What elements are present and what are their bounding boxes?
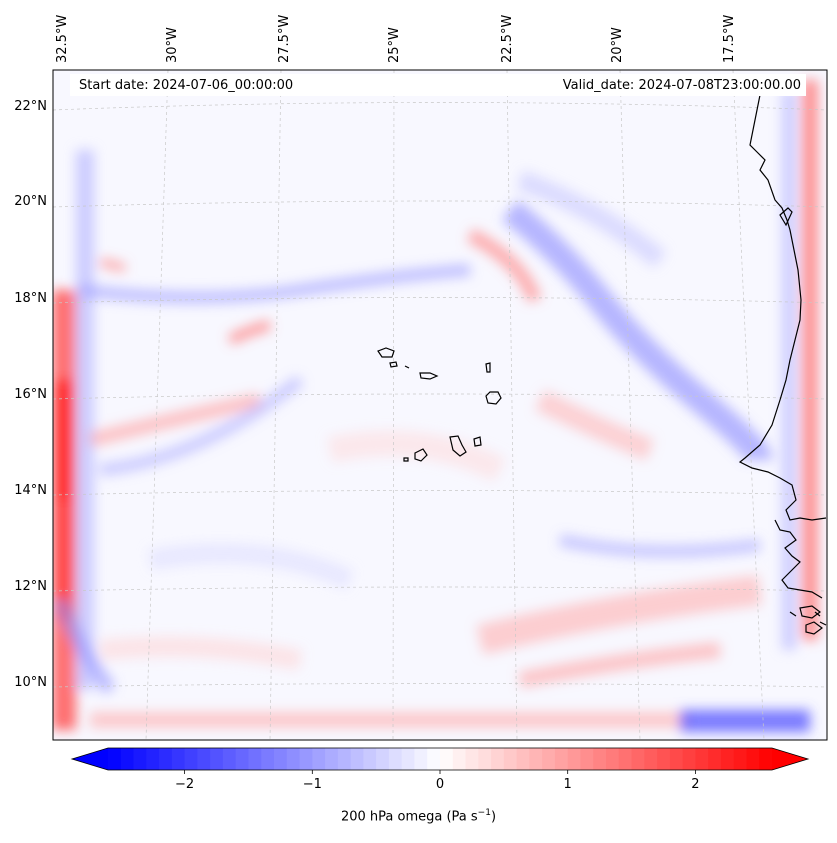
colorbar-segment bbox=[133, 748, 147, 770]
lat-label: 20°N bbox=[14, 194, 47, 209]
colorbar-segment bbox=[478, 748, 492, 770]
colorbar-tick-label: −2 bbox=[175, 777, 194, 792]
lon-label: 30°W bbox=[165, 27, 180, 63]
gridlines bbox=[53, 70, 827, 740]
lon-label: 27.5°W bbox=[277, 14, 292, 63]
colorbar-segment bbox=[631, 748, 645, 770]
colorbar-tick-label: 2 bbox=[691, 777, 699, 792]
lat-label: 22°N bbox=[14, 99, 47, 114]
colorbar-tick-label: 1 bbox=[564, 777, 572, 792]
lon-label: 32.5°W bbox=[55, 14, 70, 63]
colorbar-segment bbox=[682, 748, 696, 770]
colorbar-segment bbox=[299, 748, 313, 770]
colorbar-segment bbox=[452, 748, 467, 770]
colorbar-segment bbox=[644, 748, 658, 770]
colorbar-segment bbox=[401, 748, 416, 770]
colorbar-tick-label: −1 bbox=[303, 777, 322, 792]
colorbar-label-prefix: 200 hPa omega (Pa s bbox=[340, 809, 478, 825]
colorbar-segment bbox=[427, 748, 441, 770]
lat-label: 18°N bbox=[14, 291, 47, 306]
colorbar-segment bbox=[337, 748, 352, 770]
colorbar-outline bbox=[70, 747, 810, 771]
colorbar-segment bbox=[580, 748, 594, 770]
colorbar-segment bbox=[363, 748, 377, 770]
colorbar: −2 −1 0 1 2 bbox=[70, 747, 810, 792]
colorbar-segment bbox=[235, 748, 250, 770]
lat-label: 16°N bbox=[14, 387, 47, 402]
cape-verde-islands bbox=[377, 347, 502, 462]
africa-coastline bbox=[738, 94, 827, 635]
colorbar-segment bbox=[733, 748, 748, 770]
colorbar-segment bbox=[146, 748, 160, 770]
colorbar-segment bbox=[414, 748, 428, 770]
colorbar-segment bbox=[606, 748, 620, 770]
colorbar-segment bbox=[350, 748, 364, 770]
colorbar-segment bbox=[759, 748, 773, 770]
colorbar-segment bbox=[746, 748, 760, 770]
colorbar-label-exponent: −1 bbox=[477, 808, 491, 818]
colorbar-segment bbox=[503, 748, 518, 770]
lat-label: 14°N bbox=[14, 483, 47, 498]
lat-label: 10°N bbox=[14, 675, 47, 690]
colorbar-segment bbox=[171, 748, 186, 770]
colorbar-segment bbox=[222, 748, 237, 770]
colorbar-segment bbox=[695, 748, 709, 770]
colorbar-segment bbox=[618, 748, 633, 770]
colorbar-segment bbox=[491, 748, 505, 770]
colorbar-segment bbox=[286, 748, 301, 770]
lon-label: 20°W bbox=[610, 27, 625, 63]
colorbar-segment bbox=[440, 748, 454, 770]
colorbar-segment bbox=[312, 748, 326, 770]
colorbar-segment bbox=[516, 748, 530, 770]
lon-label: 22.5°W bbox=[500, 14, 515, 63]
colorbar-segment bbox=[542, 748, 556, 770]
valid-date-label: Valid_date: 2024-07-08T23:00:00.00 bbox=[562, 78, 801, 93]
colorbar-segment bbox=[465, 748, 479, 770]
colorbar-segment bbox=[657, 748, 671, 770]
colorbar-segment bbox=[669, 748, 684, 770]
colorbar-segment bbox=[376, 748, 390, 770]
colorbar-segment bbox=[529, 748, 543, 770]
colorbar-min-extend bbox=[72, 748, 108, 770]
colorbar-label-suffix: ) bbox=[490, 809, 497, 825]
omega-field bbox=[53, 70, 827, 740]
colorbar-segment bbox=[274, 748, 288, 770]
start-date-label: Start date: 2024-07-06_00:00:00 bbox=[79, 78, 294, 93]
colorbar-segment bbox=[720, 748, 735, 770]
colorbar-segment bbox=[197, 748, 211, 770]
colorbar-tick-label: 0 bbox=[436, 777, 444, 792]
colorbar-segment bbox=[159, 748, 173, 770]
colorbar-segment bbox=[108, 748, 122, 770]
colorbar-segment bbox=[184, 748, 198, 770]
colorbar-segment bbox=[708, 748, 722, 770]
date-strip bbox=[70, 74, 806, 96]
colorbar-label: 200 hPa omega (Pa s−1) bbox=[0, 808, 837, 824]
colorbar-segment bbox=[593, 748, 607, 770]
colorbar-segment bbox=[210, 748, 224, 770]
colorbar-segment bbox=[388, 748, 403, 770]
lat-label: 12°N bbox=[14, 579, 47, 594]
colorbar-segment bbox=[261, 748, 275, 770]
colorbar-segment bbox=[120, 748, 135, 770]
colorbar-segment bbox=[248, 748, 262, 770]
lon-label: 17.5°W bbox=[722, 14, 737, 63]
map-frame bbox=[52, 69, 828, 741]
colorbar-segment bbox=[325, 748, 339, 770]
colorbar-segment bbox=[567, 748, 582, 770]
colorbar-max-extend bbox=[772, 748, 808, 770]
lon-label: 25°W bbox=[387, 27, 402, 63]
colorbar-segment bbox=[554, 748, 569, 770]
